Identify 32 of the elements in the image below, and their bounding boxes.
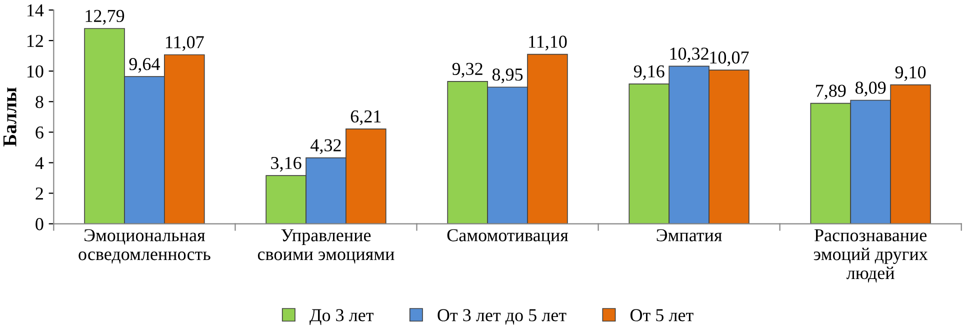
data-label: 11,07 [166, 36, 204, 51]
data-label: 11,10 [529, 36, 567, 50]
legend-label: От 3 лет до 5 лет [438, 309, 566, 325]
data-label: 9,10 [895, 66, 926, 81]
data-label: 10,32 [670, 48, 708, 62]
y-axis-title: Баллы [3, 88, 16, 146]
x-tick-label: Эмоциональная осведомленность [78, 229, 210, 264]
y-tick-label: 6 [36, 126, 44, 139]
data-label: 8,09 [855, 82, 886, 96]
x-tick-label: Самомотивация [447, 229, 568, 245]
data-label: 8,95 [492, 68, 523, 84]
y-tick-label: 2 [36, 188, 43, 200]
x-tick-label: Распознавание эмоций других людей [814, 229, 928, 282]
data-label: 3,16 [271, 156, 302, 172]
data-label: 9,64 [129, 58, 160, 73]
y-tick-label: 0 [36, 218, 44, 230]
data-label: 6,21 [350, 110, 381, 126]
y-tick-label: 10 [27, 65, 44, 78]
legend-label: От 5 лет [630, 309, 694, 322]
y-tick-label: 4 [35, 157, 44, 169]
y-tick-label: 8 [36, 96, 44, 108]
y-tick-label: 12 [27, 34, 43, 47]
data-label: 7,89 [816, 84, 846, 100]
legend-label: До 3 лет [310, 309, 374, 325]
data-label: 4,32 [310, 139, 341, 154]
x-tick-label: Управление своими эмоциями [258, 229, 394, 264]
data-label: 9,32 [452, 62, 482, 78]
y-tick-label: 14 [27, 4, 44, 16]
x-tick-label: Эмпатия [656, 229, 722, 242]
data-label: 12,79 [86, 10, 124, 25]
data-label: 10,07 [710, 51, 749, 66]
data-label: 9,16 [634, 65, 664, 80]
